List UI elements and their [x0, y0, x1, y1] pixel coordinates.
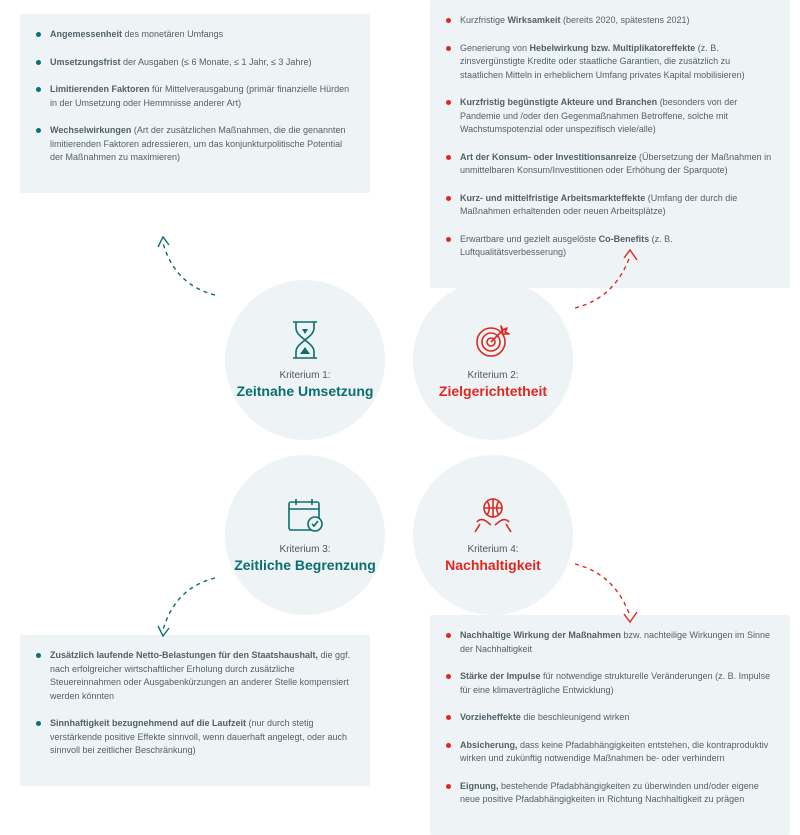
- list-item: Angemessenheit des monetären Umfangs: [36, 28, 354, 42]
- target-icon: [473, 320, 513, 362]
- arrow-br: [560, 556, 640, 626]
- arrow-bl: [155, 570, 235, 640]
- arrow-tr: [560, 248, 640, 318]
- list-item: Kurzfristige Wirksamkeit (bereits 2020, …: [446, 14, 774, 28]
- box-top-right: Kurzfristige Wirksamkeit (bereits 2020, …: [430, 0, 790, 288]
- kriterium-label: Kriterium 4:: [467, 544, 518, 555]
- box-bottom-right: Nachhaltige Wirkung der Maßnahmen bzw. n…: [430, 615, 790, 835]
- circle-kriterium-1: Kriterium 1: Zeitnahe Umsetzung: [225, 280, 385, 440]
- box-top-left: Angemessenheit des monetären Umfangs Umse…: [20, 14, 370, 193]
- kriterium-label: Kriterium 2:: [467, 370, 518, 381]
- kriterium-label: Kriterium 1:: [279, 370, 330, 381]
- circle-kriterium-2: Kriterium 2: Zielgerichtetheit: [413, 280, 573, 440]
- list-item: Generierung von Hebelwirkung bzw. Multip…: [446, 42, 774, 83]
- list-item: Art der Konsum- oder Investitionsanreize…: [446, 151, 774, 178]
- hands-globe-icon: [471, 496, 515, 536]
- circle-kriterium-3: Kriterium 3: Zeitliche Begrenzung: [225, 455, 385, 615]
- list-item: Eignung, bestehende Pfadabhängigkeiten z…: [446, 780, 774, 807]
- kriterium-label: Kriterium 3:: [279, 544, 330, 555]
- list-item: Stärke der Impulse für notwendige strukt…: [446, 670, 774, 697]
- list-item: Limitierenden Faktoren für Mittelverausg…: [36, 83, 354, 110]
- circle-kriterium-4: Kriterium 4: Nachhaltigkeit: [413, 455, 573, 615]
- list-item: Vorzieheffekte die beschleunigend wirken: [446, 711, 774, 725]
- list-item: Absicherung, dass keine Pfadabhängigkeit…: [446, 739, 774, 766]
- kriterium-title: Zeitliche Begrenzung: [234, 557, 376, 574]
- kriterium-title: Zielgerichtetheit: [439, 383, 547, 400]
- list-item: Wechselwirkungen (Art der zusätzlichen M…: [36, 124, 354, 165]
- box-bottom-left: Zusätzlich laufende Netto-Belastungen fü…: [20, 635, 370, 786]
- list-item: Kurz- und mittelfristige Arbeitsmarkteff…: [446, 192, 774, 219]
- list-item: Umsetzungsfrist der Ausgaben (≤ 6 Monate…: [36, 56, 354, 70]
- kriterium-title: Zeitnahe Umsetzung: [237, 383, 374, 400]
- list-item: Sinnhaftigkeit bezugnehmend auf die Lauf…: [36, 717, 354, 758]
- hourglass-icon: [288, 320, 322, 362]
- kriterium-title: Nachhaltigkeit: [445, 557, 541, 574]
- list-item: Zusätzlich laufende Netto-Belastungen fü…: [36, 649, 354, 703]
- arrow-tl: [155, 235, 235, 305]
- list-item: Kurzfristig begünstigte Akteure und Bran…: [446, 96, 774, 137]
- calendar-check-icon: [285, 496, 325, 536]
- list-item: Nachhaltige Wirkung der Maßnahmen bzw. n…: [446, 629, 774, 656]
